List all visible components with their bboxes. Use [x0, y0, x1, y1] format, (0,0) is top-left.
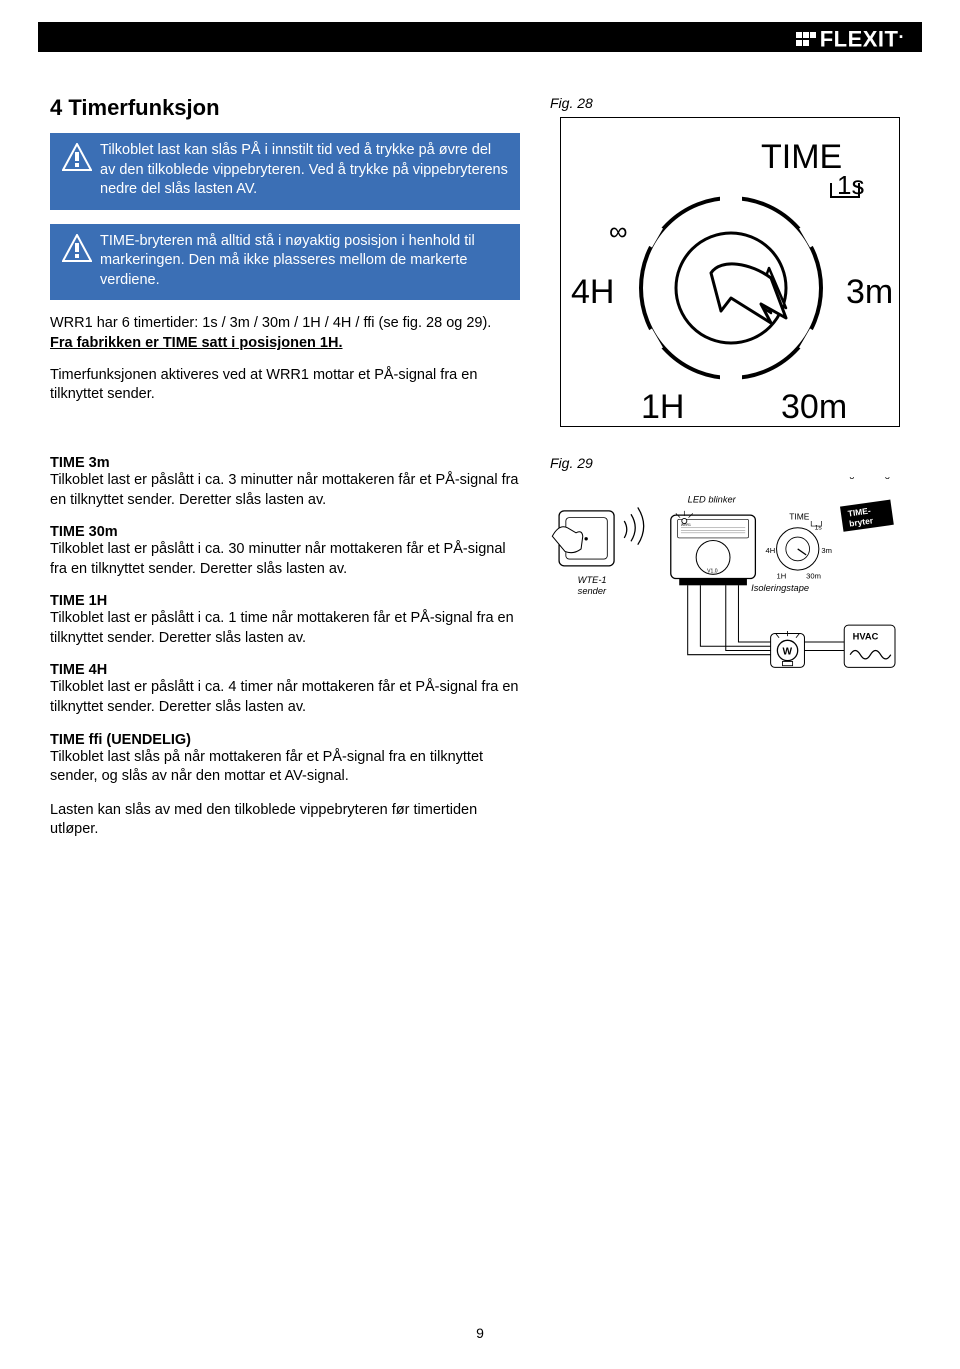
section-title: TIME 30m	[50, 524, 520, 540]
section-title: TIME 3m	[50, 455, 520, 471]
section-title: TIME 4H	[50, 662, 520, 678]
knob-1s-group: 1s	[831, 170, 864, 200]
svg-text:30m: 30m	[806, 572, 821, 581]
fig29-label: Fig. 29	[550, 455, 910, 471]
paragraph-2: Timerfunksjonen aktiveres ved at WRR1 mo…	[50, 366, 520, 405]
time-label: TIME	[761, 138, 842, 176]
page-content: 4 Timerfunksjon Tilkoblet last kan slås …	[50, 95, 910, 852]
brand-icon	[796, 32, 816, 48]
brand-logo: FLEXIT.	[796, 22, 904, 52]
section-4h: TIME 4H Tilkoblet last er påslått i ca. …	[50, 662, 520, 717]
warning-icon	[62, 143, 92, 171]
svg-text:1s: 1s	[837, 170, 864, 200]
led-label: LED blinker	[688, 494, 737, 504]
svg-text:4H: 4H	[766, 546, 776, 555]
svg-text:V1.0: V1.0	[707, 569, 718, 575]
svg-text:1H: 1H	[777, 572, 787, 581]
section-body: Tilkoblet last er påslått i ca. 1 time n…	[50, 609, 520, 648]
warning-icon	[62, 234, 92, 262]
section-body: Tilkoblet last er påslått i ca. 4 timer …	[50, 678, 520, 717]
warning-text-2: TIME-bryteren må alltid stå i nøyaktig p…	[100, 232, 508, 291]
section-30m: TIME 30m Tilkoblet last er påslått i ca.…	[50, 524, 520, 579]
closing-paragraph: Lasten kan slås av med den tilkoblede vi…	[50, 801, 520, 840]
header-bar: FLEXIT.	[38, 22, 922, 52]
knob-3m: 3m	[846, 273, 893, 311]
sender-label2: sender	[578, 586, 607, 596]
section-infinite: TIME ffi (UENDELIG) Tilkoblet last slås …	[50, 732, 520, 787]
fig29-diagram: WTE-1 sender WRR1 V1.0	[550, 477, 910, 697]
knob-1h: 1H	[641, 388, 684, 426]
section-title: TIME 1H	[50, 593, 520, 609]
section-title: TIME ffi (UENDELIG)	[50, 732, 520, 748]
knob-30m: 30m	[781, 388, 847, 426]
sender-label: WTE-1	[578, 575, 607, 585]
page-heading: 4 Timerfunksjon	[50, 95, 520, 121]
tape-label: Isoleringstape	[751, 583, 809, 593]
warning-box-2: TIME-bryteren må alltid stå i nøyaktig p…	[50, 224, 520, 301]
svg-text:WRR1: WRR1	[681, 523, 691, 527]
page-number: 9	[476, 1325, 484, 1341]
svg-text:W: W	[782, 647, 792, 658]
section-1h: TIME 1H Tilkoblet last er påslått i ca. …	[50, 593, 520, 648]
svg-text:HVAC: HVAC	[853, 631, 879, 641]
section-body: Tilkoblet last er påslått i ca. 3 minutt…	[50, 471, 520, 510]
knob-inf: ∞	[609, 216, 628, 246]
warning-text-1: Tilkoblet last kan slås PÅ i innstilt ti…	[100, 141, 508, 200]
section-body: Tilkoblet last slås på når mottakeren få…	[50, 748, 520, 787]
svg-text:3m: 3m	[821, 546, 832, 555]
section-3m: TIME 3m Tilkoblet last er påslått i ca. …	[50, 455, 520, 510]
knob-4h: 4H	[571, 273, 614, 311]
section-body: Tilkoblet last er påslått i ca. 30 minut…	[50, 540, 520, 579]
fig28-label: Fig. 28	[550, 95, 910, 111]
paragraph-1: WRR1 har 6 timertider: 1s / 3m / 30m / 1…	[50, 314, 520, 353]
warning-box-1: Tilkoblet last kan slås PÅ i innstilt ti…	[50, 133, 520, 210]
time-knob-diagram: TIME	[560, 117, 900, 427]
time-small-label: TIME	[789, 511, 810, 521]
